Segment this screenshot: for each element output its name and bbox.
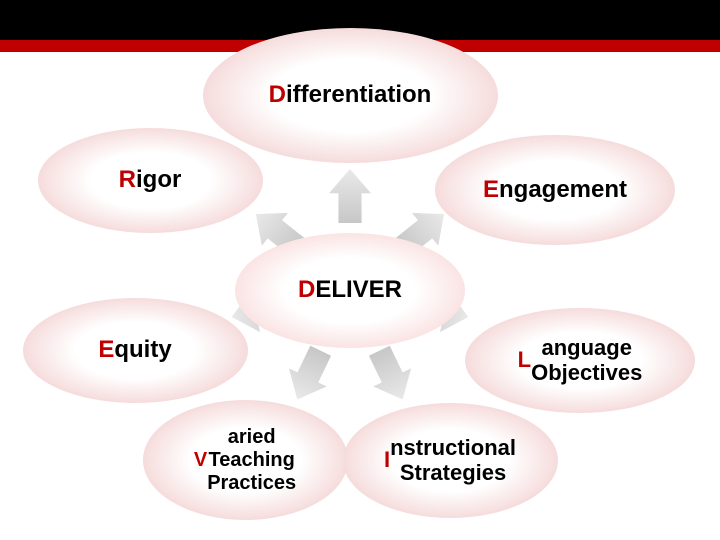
diagram-stage: DELIVER DifferentiationRigor Engagement Eq… (0, 0, 720, 540)
node-equity: Equity (23, 298, 248, 403)
node-instructional: InstructionalStrategies (343, 403, 558, 518)
node-differentiation: Differentiation (203, 28, 498, 163)
center-deliver-ellipse: DELIVER (235, 233, 465, 348)
node-engagement: Engagement (435, 135, 675, 245)
arrow-0 (329, 169, 371, 223)
arrow-3 (360, 341, 421, 408)
arrow-4 (279, 341, 340, 408)
node-varied: VariedTeachingPractices (143, 400, 348, 520)
node-language: LanguageObjectives (465, 308, 695, 413)
node-rigor: Rigor (38, 128, 263, 233)
center-label: DELIVER (298, 276, 402, 304)
